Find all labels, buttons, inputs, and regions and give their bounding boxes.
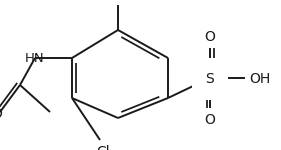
Text: OH: OH — [249, 72, 270, 86]
Text: O: O — [205, 113, 216, 127]
Text: S: S — [206, 72, 214, 86]
Text: Cl: Cl — [96, 145, 110, 150]
Text: HN: HN — [25, 52, 45, 66]
Text: O: O — [0, 107, 3, 121]
Text: O: O — [205, 30, 216, 44]
